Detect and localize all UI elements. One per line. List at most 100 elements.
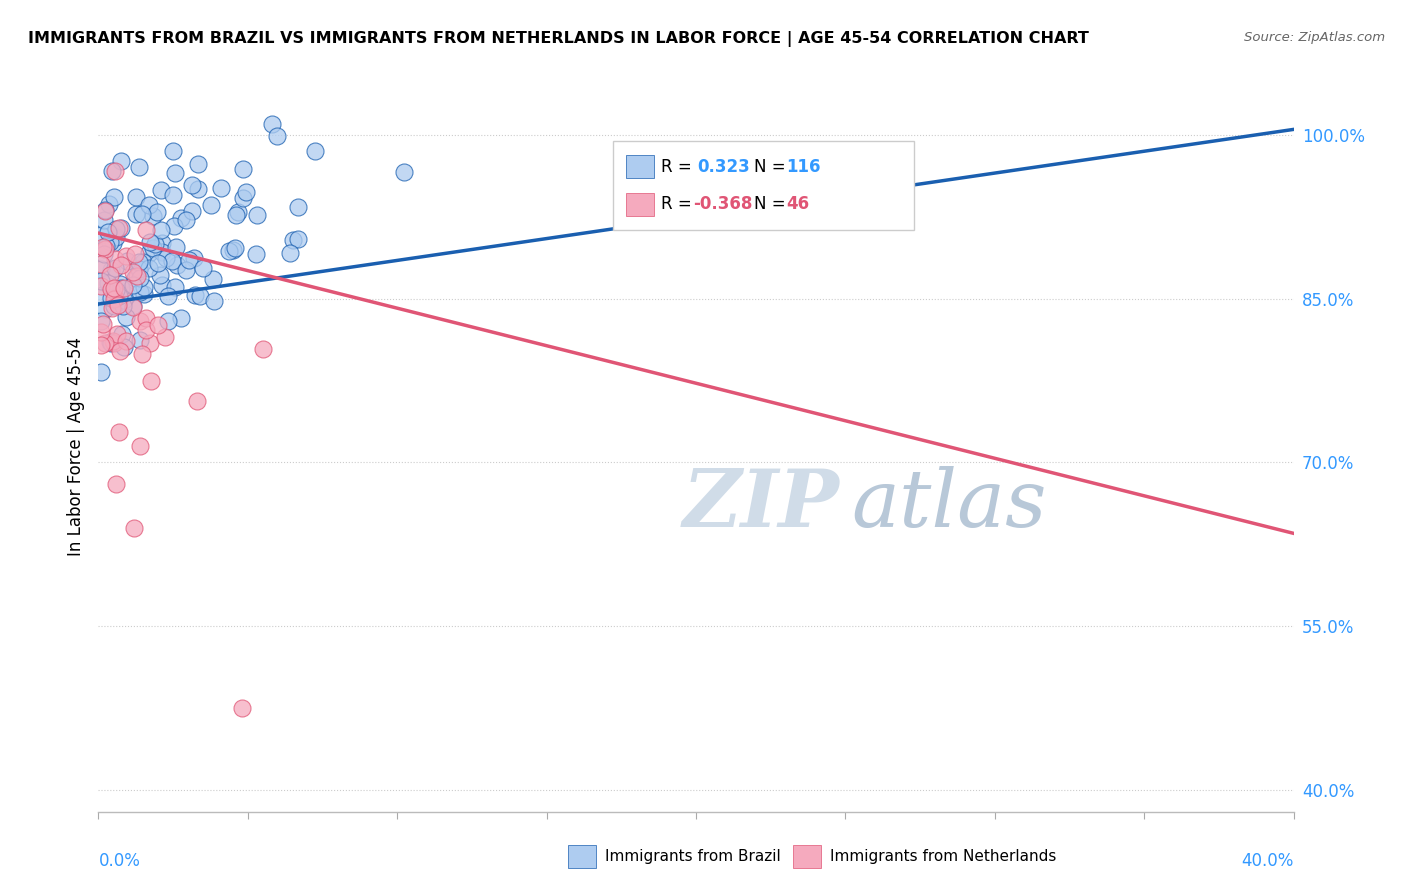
Point xyxy=(201,272,224,286)
Point xyxy=(191,261,214,276)
Point xyxy=(108,343,131,358)
Point xyxy=(128,255,150,269)
Point xyxy=(148,255,170,269)
Text: atlas: atlas xyxy=(852,466,1046,543)
Text: 116: 116 xyxy=(786,158,821,176)
Point xyxy=(162,144,184,158)
Point xyxy=(93,204,115,219)
Point xyxy=(209,181,232,195)
Point xyxy=(115,249,138,263)
Point xyxy=(104,222,127,236)
Text: Immigrants from Brazil: Immigrants from Brazil xyxy=(605,849,780,863)
Point xyxy=(262,117,284,131)
Point xyxy=(138,261,160,276)
Point xyxy=(114,293,136,307)
Point xyxy=(108,221,131,235)
Point xyxy=(110,221,132,235)
Point xyxy=(90,314,112,328)
Y-axis label: In Labor Force | Age 45-54: In Labor Force | Age 45-54 xyxy=(66,336,84,556)
Text: 0.323: 0.323 xyxy=(697,158,751,176)
Point xyxy=(129,439,152,453)
Point xyxy=(90,325,112,339)
Point xyxy=(162,254,184,268)
Point xyxy=(121,265,143,279)
Point xyxy=(135,222,157,236)
Point xyxy=(104,291,127,305)
Point xyxy=(148,318,170,333)
Point xyxy=(104,252,127,266)
Point xyxy=(101,334,124,349)
Point xyxy=(150,236,173,251)
Point xyxy=(226,205,249,219)
Text: Immigrants from Netherlands: Immigrants from Netherlands xyxy=(830,849,1056,863)
Point xyxy=(125,189,148,203)
Point xyxy=(90,365,112,379)
Point xyxy=(146,205,169,219)
Point xyxy=(105,230,128,244)
Point xyxy=(111,300,134,314)
Point xyxy=(94,202,117,217)
Point xyxy=(187,157,209,171)
Point xyxy=(141,209,163,223)
Point xyxy=(117,288,139,302)
Point xyxy=(245,247,267,261)
Point xyxy=(183,251,205,265)
Point xyxy=(105,477,128,491)
Text: R =: R = xyxy=(661,195,697,213)
Point xyxy=(108,277,131,292)
Point xyxy=(121,301,143,315)
Point xyxy=(180,203,202,218)
Point xyxy=(138,198,160,212)
Point xyxy=(129,285,152,300)
Point xyxy=(110,280,132,294)
Point xyxy=(252,342,274,356)
Point xyxy=(98,334,121,349)
Text: N =: N = xyxy=(754,158,790,176)
Point xyxy=(103,235,125,250)
Point xyxy=(181,178,204,192)
Point xyxy=(170,211,193,225)
Point xyxy=(94,302,117,317)
Point xyxy=(128,262,150,277)
Point xyxy=(174,212,197,227)
Point xyxy=(162,187,184,202)
Point xyxy=(125,269,148,284)
Point xyxy=(163,219,186,233)
Point xyxy=(187,182,209,196)
Point xyxy=(232,191,254,205)
Text: N =: N = xyxy=(754,195,790,213)
Point xyxy=(100,335,122,350)
Point xyxy=(138,245,160,260)
Point xyxy=(157,289,180,303)
Text: R =: R = xyxy=(661,158,697,176)
Point xyxy=(98,268,121,283)
Point xyxy=(166,258,188,272)
Point xyxy=(287,200,309,214)
Text: 46: 46 xyxy=(786,195,808,213)
Point xyxy=(266,129,288,144)
Point xyxy=(115,253,138,268)
Point xyxy=(90,288,112,302)
Point xyxy=(186,394,208,409)
Text: Source: ZipAtlas.com: Source: ZipAtlas.com xyxy=(1244,31,1385,45)
Point xyxy=(128,262,150,277)
Point xyxy=(98,235,121,249)
Point xyxy=(93,242,115,256)
Point xyxy=(97,225,120,239)
Point xyxy=(183,288,205,302)
Text: IMMIGRANTS FROM BRAZIL VS IMMIGRANTS FROM NETHERLANDS IN LABOR FORCE | AGE 45-54: IMMIGRANTS FROM BRAZIL VS IMMIGRANTS FRO… xyxy=(28,31,1090,47)
Point xyxy=(104,163,127,178)
Point xyxy=(188,289,211,303)
Point xyxy=(103,190,125,204)
Point xyxy=(149,268,172,283)
Point xyxy=(225,208,247,222)
Point xyxy=(204,294,226,309)
Point xyxy=(165,166,187,180)
Point xyxy=(224,241,246,255)
Point xyxy=(179,252,201,267)
Point xyxy=(98,196,121,211)
Point xyxy=(91,317,114,331)
Point xyxy=(90,256,112,270)
Point xyxy=(149,183,172,197)
Point xyxy=(139,235,162,249)
